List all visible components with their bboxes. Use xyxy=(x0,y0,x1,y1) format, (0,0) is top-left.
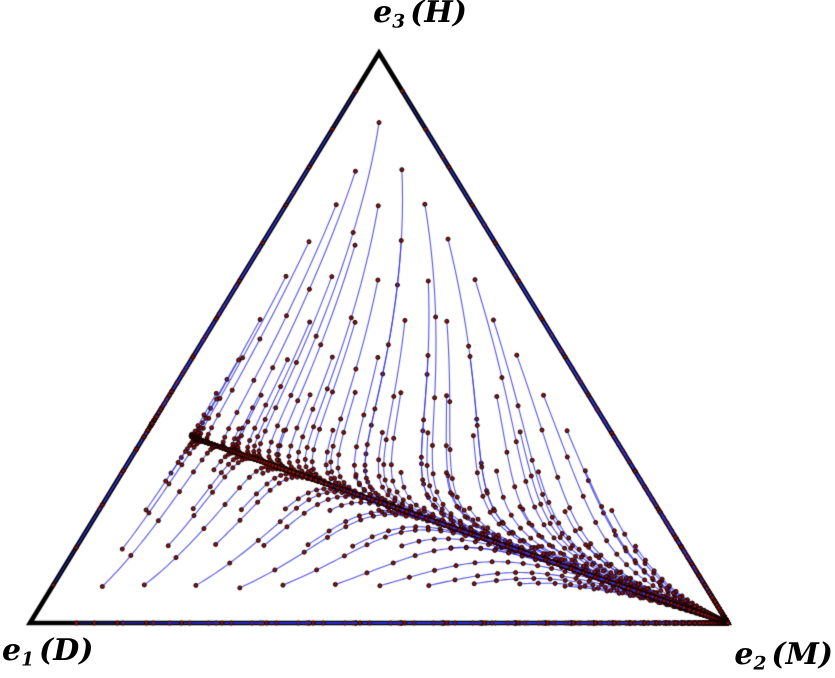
vertex-e1-base: e xyxy=(2,633,22,668)
vertex-label-e2-M: e2 (M) xyxy=(734,638,833,675)
vertex-e1-subscript: 1 xyxy=(21,649,35,671)
vertex-e1-strategy: (D) xyxy=(39,633,94,668)
vertex-label-e1-D: e1 (D) xyxy=(2,634,93,671)
vertex-e3-subscript: 3 xyxy=(392,11,406,33)
vertex-e3-base: e xyxy=(373,0,393,30)
vertex-label-e3-H: e3 (H) xyxy=(373,0,467,33)
vertex-e2-base: e xyxy=(734,637,754,672)
vertex-e2-subscript: 2 xyxy=(753,653,767,675)
vertex-e2-strategy: (M) xyxy=(771,637,833,672)
vertex-e3-strategy: (H) xyxy=(410,0,467,30)
